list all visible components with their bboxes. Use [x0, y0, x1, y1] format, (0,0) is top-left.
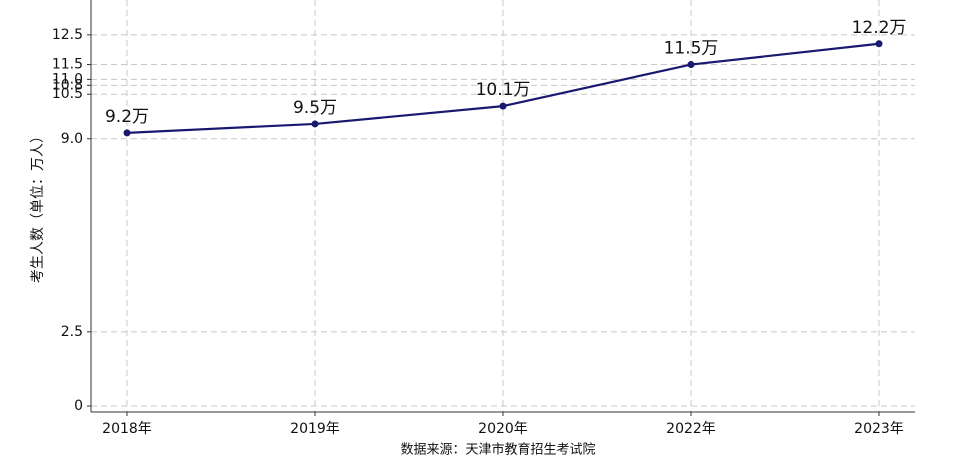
- data-label: 11.5万: [664, 39, 719, 59]
- x-tick-label: 2019年: [290, 421, 340, 437]
- x-tick-label: 2022年: [666, 421, 716, 437]
- x-tick-label: 2023年: [854, 421, 904, 437]
- y-tick-label: 9.0: [61, 131, 83, 147]
- y-tick-label: 11.0: [52, 71, 83, 87]
- data-point: [311, 120, 319, 128]
- source-note: 数据来源：天津市教育招生考试院: [400, 442, 595, 458]
- y-tick-label: 10.8: [52, 77, 83, 93]
- x-tick-label: 2018年: [102, 421, 152, 437]
- data-label: 12.2万: [852, 18, 907, 38]
- data-label: 9.5万: [293, 98, 337, 118]
- y-tick-label: 10.5: [52, 86, 83, 102]
- y-axis-label: 考生人数（单位：万人）: [30, 129, 46, 283]
- x-tick-label: 2020年: [478, 421, 528, 437]
- data-point: [875, 40, 883, 48]
- data-point: [499, 102, 507, 110]
- y-tick-label: 11.5: [52, 57, 83, 73]
- y-tick-label: 12.5: [52, 27, 83, 43]
- data-label: 9.2万: [105, 107, 149, 127]
- data-point: [687, 61, 695, 69]
- y-tick-label: 0: [74, 398, 83, 414]
- data-label: 10.1万: [476, 80, 531, 100]
- data-point: [123, 129, 131, 137]
- y-tick-label: 2.5: [61, 324, 83, 340]
